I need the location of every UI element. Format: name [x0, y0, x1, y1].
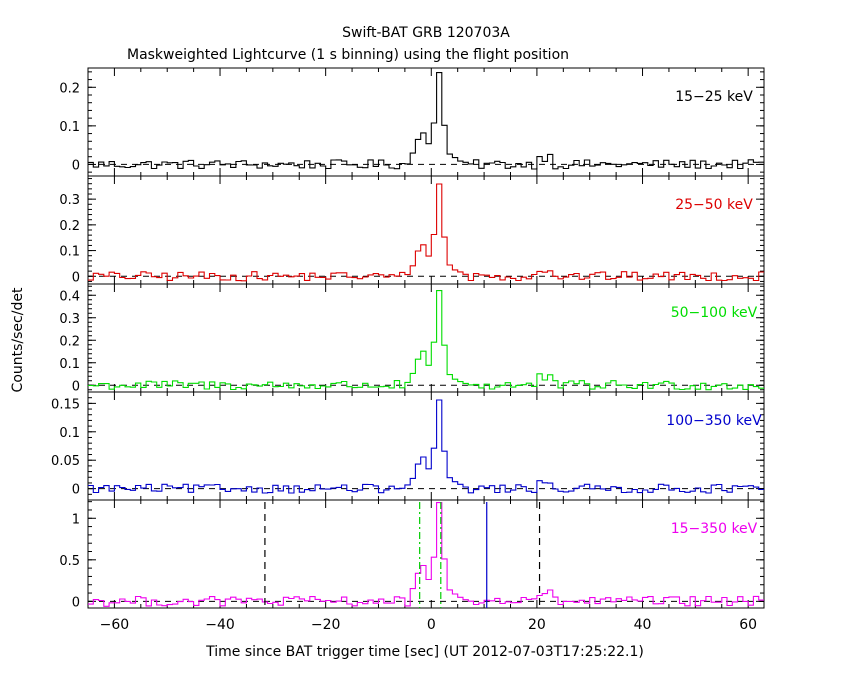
y-tick-label: 0.1 [59, 426, 80, 441]
panel-frame [87, 67, 765, 177]
y-tick-label: 0.1 [59, 120, 80, 135]
x-tick-label: 0 [427, 617, 436, 633]
series-line [88, 502, 764, 607]
y-tick-label: 0 [72, 270, 80, 285]
y-tick-label: 0.05 [51, 454, 80, 469]
series-label: 15−350 keV [671, 521, 758, 537]
x-tick-label: 60 [739, 617, 757, 633]
y-tick-label: 0.1 [59, 245, 80, 260]
x-tick-label: −60 [100, 617, 130, 633]
panel-frame [87, 175, 765, 285]
x-tick-labels: −60 −40 −20 0 20 40 60 [100, 617, 757, 633]
chart-title: Swift-BAT GRB 120703A [342, 25, 510, 41]
panel-2: 0 0.1 0.2 0.3 25−50 keV [59, 175, 765, 285]
y-tick-label: 0.15 [51, 397, 80, 412]
panel-4: 0 0.05 0.1 0.15 100−350 keV [51, 391, 765, 501]
y-tick-label: 0 [72, 595, 80, 610]
y-tick-label: 0.2 [59, 334, 80, 349]
y-tick-label: 0 [72, 483, 80, 498]
x-tick-label: −40 [205, 617, 235, 633]
panel-frame [87, 499, 765, 609]
y-tick-label: 0 [72, 158, 80, 173]
series-line [88, 399, 764, 494]
y-tick-label: 0.2 [59, 81, 80, 96]
series-label: 100−350 keV [666, 413, 762, 429]
y-tick-label: 0.4 [59, 289, 80, 304]
x-axis-label: Time since BAT trigger time [sec] (UT 20… [205, 644, 644, 660]
y-tick-label: 0 [72, 379, 80, 394]
y-tick-label: 0.3 [59, 193, 80, 208]
y-tick-label: 1 [72, 512, 80, 527]
series-line [88, 290, 764, 391]
y-tick-label: 0.2 [59, 219, 80, 234]
panel-5: 0 0.5 1 15−350 keV [59, 499, 765, 610]
series-line [88, 183, 764, 282]
chart-subtitle: Maskweighted Lightcurve (1 s binning) us… [127, 47, 569, 63]
series-label: 15−25 keV [675, 89, 753, 105]
y-tick-label: 0.1 [59, 357, 80, 372]
series-line [88, 72, 764, 170]
panel-1: 0 0.1 0.2 15−25 keV [59, 67, 765, 177]
x-tick-label: 20 [528, 617, 546, 633]
x-tick-label: −20 [311, 617, 341, 633]
series-label: 50−100 keV [671, 305, 758, 321]
panel-frame [87, 283, 765, 393]
y-tick-label: 0.5 [59, 554, 80, 569]
panel-3: 0 0.1 0.2 0.3 0.4 50−100 keV [59, 283, 765, 394]
y-axis-label: Counts/sec/det [10, 287, 26, 392]
y-tick-label: 0.3 [59, 312, 80, 327]
series-label: 25−50 keV [675, 197, 753, 213]
x-tick-label: 40 [634, 617, 652, 633]
